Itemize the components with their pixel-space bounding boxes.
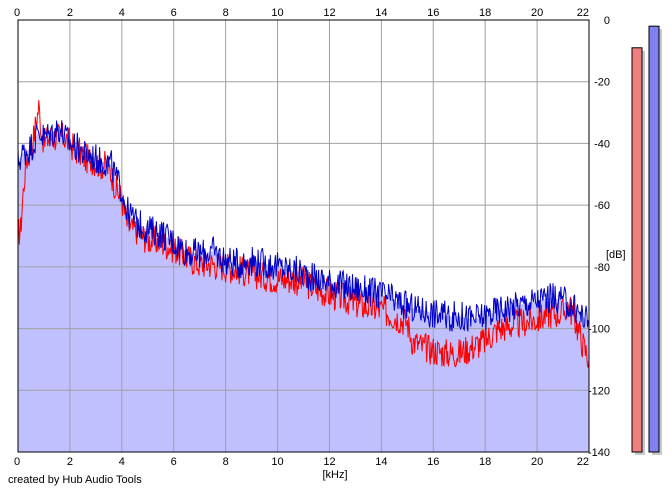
level-meter-2 [648, 25, 660, 453]
x-tick-label-bottom: 6 [171, 456, 177, 468]
x-tick-label-top: 8 [223, 7, 229, 19]
y-tick-label: -140 [588, 447, 610, 459]
x-tick-label-bottom: 0 [14, 456, 20, 468]
x-tick-label-top: 6 [171, 7, 177, 19]
y-axis-label: [dB] [606, 249, 626, 261]
level-meter-1 [631, 47, 643, 453]
x-tick-label-top: 14 [375, 7, 387, 19]
y-tick-label: 0 [604, 15, 610, 27]
x-tick-label-top: 10 [271, 7, 283, 19]
x-tick-label-top: 2 [67, 7, 73, 19]
x-tick-label-top: 20 [531, 7, 543, 19]
x-tick-label-bottom: 14 [375, 456, 387, 468]
x-tick-label-bottom: 16 [427, 456, 439, 468]
y-tick-label: -100 [588, 324, 610, 336]
y-tick-label: -20 [594, 77, 610, 89]
spectrum-area [18, 128, 589, 452]
x-tick-label-top: 16 [427, 7, 439, 19]
credit-text: created by Hub Audio Tools [8, 474, 142, 486]
x-tick-label-top: 22 [577, 7, 589, 19]
x-tick-label-bottom: 22 [577, 456, 589, 468]
x-tick-label-bottom: 12 [323, 456, 335, 468]
x-tick-label-bottom: 4 [119, 456, 125, 468]
x-tick-label-top: 12 [323, 7, 335, 19]
x-tick-label-bottom: 8 [223, 456, 229, 468]
x-tick-label-top: 0 [14, 7, 20, 19]
series-line-1 [17, 99, 590, 368]
plot-border [17, 19, 590, 453]
x-tick-label-top: 18 [479, 7, 491, 19]
x-tick-label-bottom: 20 [531, 456, 543, 468]
x-tick-label-bottom: 10 [271, 456, 283, 468]
y-tick-label: -40 [594, 138, 610, 150]
y-tick-label: -60 [594, 200, 610, 212]
x-tick-label-bottom: 18 [479, 456, 491, 468]
y-tick-label: -80 [594, 262, 610, 274]
x-axis-label: [kHz] [322, 469, 347, 481]
y-tick-label: -120 [588, 385, 610, 397]
series-line-2 [17, 120, 590, 332]
x-tick-label-bottom: 2 [67, 456, 73, 468]
x-tick-label-top: 4 [119, 7, 125, 19]
